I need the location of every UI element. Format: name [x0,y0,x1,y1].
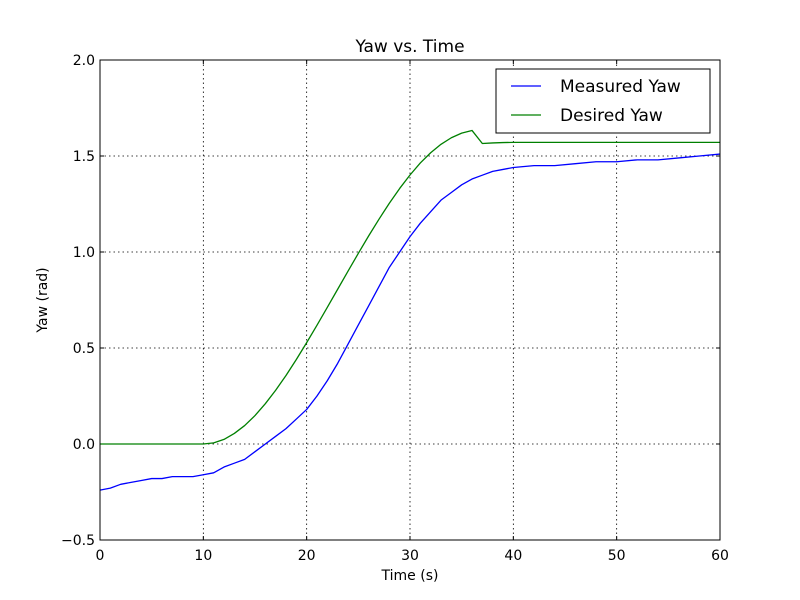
legend: Measured Yaw Desired Yaw [495,68,711,134]
y-tick-label: 1.0 [73,245,95,261]
x-tick-label: 0 [96,548,105,564]
x-axis-ticks: 0 10 20 30 40 50 60 [96,60,729,564]
y-axis-label: Yaw (rad) [35,267,51,333]
series-line-measured-yaw [99,153,721,491]
plot-frame [99,59,721,541]
x-tick-label: 40 [504,548,522,564]
x-tick-label: 60 [711,548,729,564]
y-tick-label: 0.0 [73,437,95,453]
x-tick-label: 10 [194,548,212,564]
grid [100,60,720,540]
y-tick-label: 2.0 [73,53,95,69]
x-tick-label: 20 [298,548,316,564]
x-tick-label: 30 [401,548,419,564]
y-axis-ticks: −0.5 0.0 0.5 1.0 1.5 2.0 [61,53,720,549]
legend-label-desired-yaw: Desired Yaw [560,106,663,126]
legend-frame [495,68,711,134]
y-tick-label: 1.5 [73,149,95,165]
legend-label-measured-yaw: Measured Yaw [560,77,681,97]
chart-title: Yaw vs. Time [354,37,464,57]
y-tick-label: −0.5 [61,533,95,549]
series-line-desired-yaw [100,129,720,445]
x-tick-label: 50 [608,548,626,564]
x-axis-label: Time (s) [381,568,439,584]
series-layer [99,129,721,491]
y-tick-label: 0.5 [73,341,95,357]
